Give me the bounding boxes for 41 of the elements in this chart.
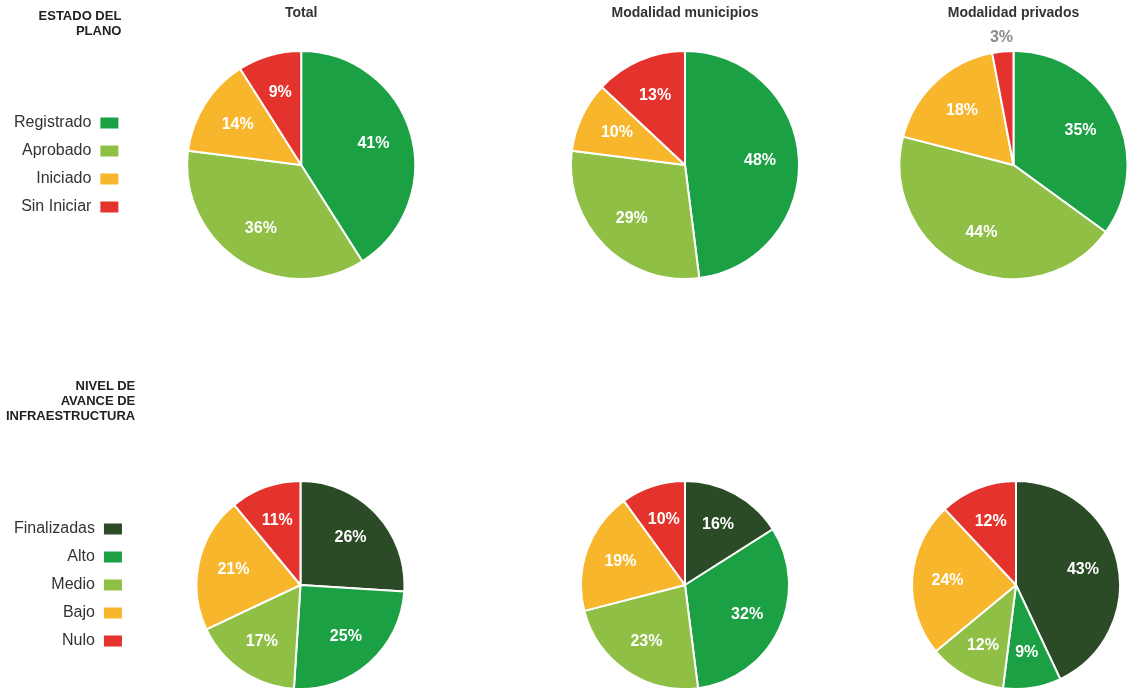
data-label: 43% — [1066, 560, 1099, 578]
legend-label: Aprobado — [21, 141, 92, 159]
data-label: 23% — [630, 632, 663, 650]
data-label: 29% — [615, 208, 648, 226]
data-label: 14% — [221, 115, 254, 133]
data-label: 44% — [965, 223, 998, 241]
data-label: 10% — [600, 123, 633, 141]
data-label: 18% — [945, 100, 979, 118]
legend-label: Bajo — [62, 603, 96, 621]
data-label: 16% — [702, 515, 735, 533]
data-label: 21% — [217, 560, 250, 578]
data-label: 25% — [329, 626, 362, 644]
data-label: 17% — [245, 632, 278, 650]
legend-label: Nulo — [62, 631, 96, 649]
data-label: 35% — [1064, 121, 1097, 139]
data-label: 24% — [931, 571, 964, 589]
chart-title: Total — [284, 3, 318, 20]
data-label: 13% — [639, 86, 672, 104]
data-label: 9% — [1015, 643, 1039, 661]
legend-label: Sin Iniciar — [21, 197, 93, 215]
legend-label: Finalizadas — [13, 519, 95, 537]
legend-label: Registrado — [14, 113, 92, 131]
legend-title: ESTADO DEL PLANO — [38, 8, 122, 39]
data-label: 19% — [604, 552, 637, 570]
chart-title: Modalidad privados — [947, 3, 1080, 20]
chart-title: Modalidad municipios — [611, 3, 759, 20]
data-label: 36% — [244, 218, 277, 236]
legend-label: Alto — [67, 547, 96, 565]
data-label: 10% — [647, 510, 680, 528]
data-label: 48% — [744, 150, 777, 168]
data-label: 11% — [261, 510, 293, 528]
data-label: 3% — [989, 27, 1014, 45]
data-label: 32% — [731, 604, 764, 622]
data-label: 9% — [268, 83, 292, 101]
legend-label: Iniciado — [36, 169, 92, 187]
legend-title: NIVEL DE AVANCE DE INFRAESTRUCTURA — [5, 378, 136, 424]
data-label: 26% — [334, 528, 367, 546]
data-label: 12% — [966, 635, 999, 653]
data-label: 41% — [357, 134, 390, 152]
data-label: 12% — [974, 511, 1007, 529]
legend-label: Medio — [51, 575, 96, 593]
